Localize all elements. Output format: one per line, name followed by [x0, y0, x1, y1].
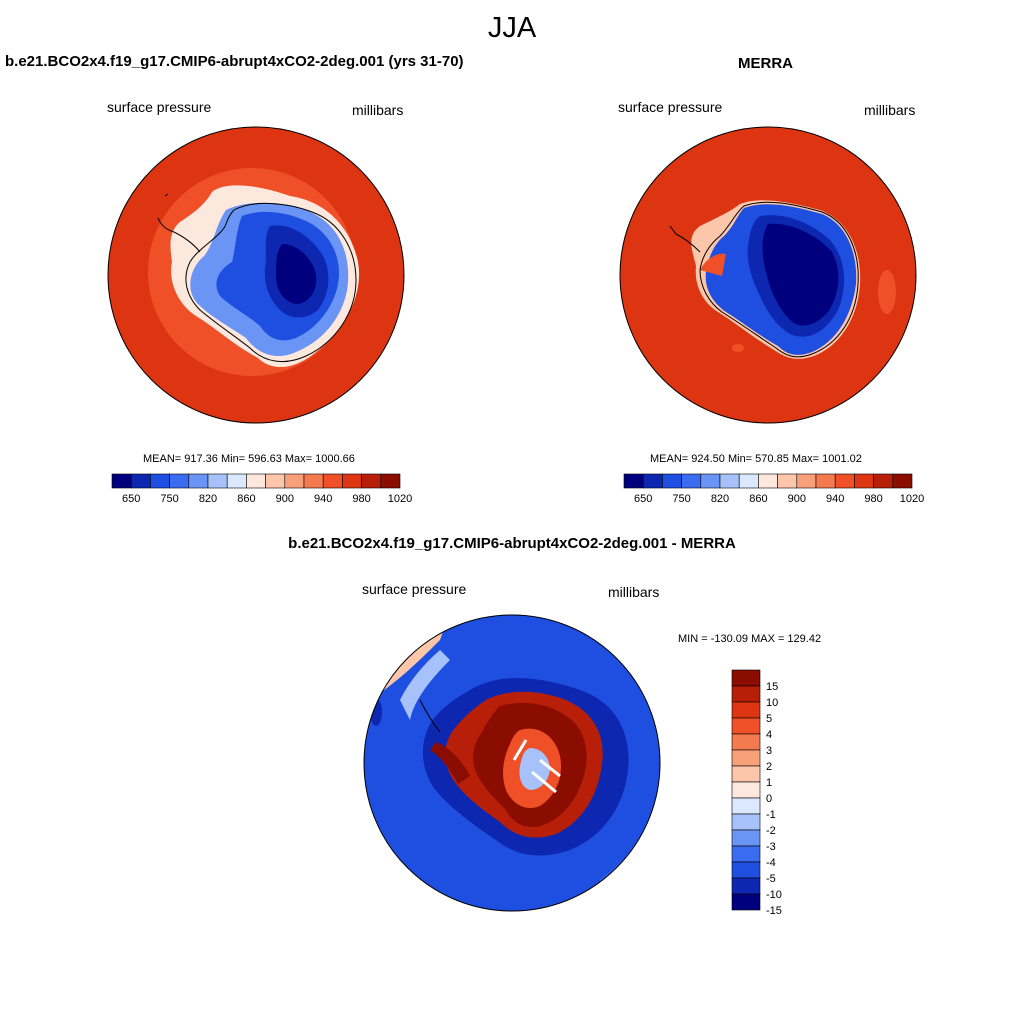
cbar1-tick-label: 1020: [388, 493, 412, 505]
panel3-variable-label: surface pressure: [362, 581, 467, 597]
cbar2-swatch: [681, 473, 702, 489]
cbar2-swatch: [873, 473, 894, 489]
figure-title: JJA: [487, 12, 537, 44]
cbar1-swatch: [246, 473, 266, 489]
cbar3-tick-label: -15: [766, 905, 782, 917]
cbar1-tick-label: 860: [237, 493, 255, 505]
cbar1-swatch: [111, 473, 132, 489]
colorbar-panel1: 650 750 820 860 900 940 980 1020: [111, 473, 412, 505]
cbar2-tick-label: 650: [634, 493, 652, 505]
panel3-title: b.e21.BCO2x4.f19_g17.CMIP6-abrupt4xCO2-2…: [288, 535, 736, 552]
cbar1-swatch: [284, 473, 305, 489]
cbar3-tick-label: -5: [766, 873, 776, 885]
cbar2-swatch: [642, 473, 663, 489]
cbar2-swatch: [758, 473, 778, 489]
cbar3-tick-label: 1: [766, 777, 772, 789]
cbar2-swatch: [777, 473, 798, 489]
cbar2-swatch: [892, 473, 913, 489]
cbar3-swatch: [731, 861, 761, 879]
cbar3-tick-label: -1: [766, 809, 776, 821]
cbar1-swatch: [169, 473, 190, 489]
cbar3-swatch: [731, 893, 761, 911]
cbar3-swatch: [731, 717, 761, 735]
cbar2-swatch: [623, 473, 644, 489]
cbar3-swatch: [731, 701, 761, 719]
cbar1-swatch: [130, 473, 151, 489]
cbar1-tick-label: 650: [122, 493, 140, 505]
cbar3-swatch: [731, 765, 761, 783]
cbar2-swatch: [700, 473, 721, 489]
cbar1-tick-label: 900: [276, 493, 294, 505]
cbar2-swatch: [719, 473, 740, 489]
cbar1-swatch: [303, 473, 324, 489]
cbar3-tick-label: -3: [766, 841, 776, 853]
cbar1-tick-label: 940: [314, 493, 332, 505]
cbar3-swatch: [731, 813, 761, 831]
cbar1-swatch: [265, 473, 286, 489]
panel2-map: [619, 126, 917, 424]
cbar2-swatch: [662, 473, 682, 489]
cbar3-tick-label: 2: [766, 761, 772, 773]
cbar2-tick-label: 980: [864, 493, 882, 505]
cbar3-tick-label: 5: [766, 713, 772, 725]
panel1-title: b.e21.BCO2x4.f19_g17.CMIP6-abrupt4xCO2-2…: [5, 53, 464, 70]
cbar2-tick-label: 900: [788, 493, 806, 505]
panel2-title: MERRA: [738, 55, 793, 72]
cbar3-tick-label: -2: [766, 825, 776, 837]
cbar3-swatch: [731, 749, 761, 767]
cbar2-tick-label: 940: [826, 493, 844, 505]
panel2-variable-label: surface pressure: [618, 99, 723, 115]
cbar1-tick-label: 750: [160, 493, 178, 505]
cbar3-swatch: [731, 733, 761, 751]
panel1-units-label: millibars: [352, 102, 404, 118]
cbar1-swatch: [322, 473, 343, 489]
cbar2-tick-label: 1020: [900, 493, 924, 505]
cbar2-swatch: [815, 473, 836, 489]
cbar1-swatch: [207, 473, 228, 489]
cbar1-swatch: [342, 473, 362, 489]
panel1-stats: MEAN= 917.36 Min= 596.63 Max= 1000.66: [143, 453, 355, 465]
cbar2-swatch: [796, 473, 817, 489]
panel1-map: [107, 126, 405, 424]
cbar2-tick-label: 820: [711, 493, 729, 505]
cbar3-tick-label: -4: [766, 857, 776, 869]
cbar1-swatch: [188, 473, 209, 489]
cbar3-swatch: [731, 669, 761, 687]
colorbar-panel2: 650 750 820 860 900 940 980 1020: [623, 473, 924, 505]
panel1-variable-label: surface pressure: [107, 99, 212, 115]
cbar3-tick-label: 0: [766, 793, 772, 805]
cbar3-swatch: [731, 845, 761, 863]
panel3-map: [363, 614, 661, 912]
cbar2-tick-label: 860: [749, 493, 767, 505]
cbar2-tick-label: 750: [672, 493, 690, 505]
cbar2-swatch: [834, 473, 855, 489]
cbar1-swatch: [361, 473, 382, 489]
cbar3-tick-label: -10: [766, 889, 782, 901]
cbar3-swatch: [731, 781, 761, 799]
cbar3-swatch: [731, 797, 761, 815]
cbar1-swatch: [226, 473, 247, 489]
cbar3-tick-label: 4: [766, 729, 772, 741]
cbar2-swatch: [738, 473, 759, 489]
panel3-units-label: millibars: [608, 584, 660, 600]
cbar3-swatch: [731, 877, 761, 895]
cbar3-tick-label: 10: [766, 697, 778, 709]
cbar3-swatch: [731, 829, 761, 847]
cbar1-tick-label: 820: [199, 493, 217, 505]
cbar3-tick-label: 15: [766, 681, 778, 693]
cbar3-tick-label: 3: [766, 745, 772, 757]
cbar2-swatch: [854, 473, 874, 489]
cbar1-swatch: [380, 473, 401, 489]
cbar1-tick-label: 980: [352, 493, 370, 505]
cbar3-swatch: [731, 685, 761, 703]
cbar1-swatch: [150, 473, 170, 489]
panel3-stats: MIN = -130.09 MAX = 129.42: [678, 633, 822, 645]
panel2-stats: MEAN= 924.50 Min= 570.85 Max= 1001.02: [650, 453, 862, 465]
panel2-units-label: millibars: [864, 102, 916, 118]
